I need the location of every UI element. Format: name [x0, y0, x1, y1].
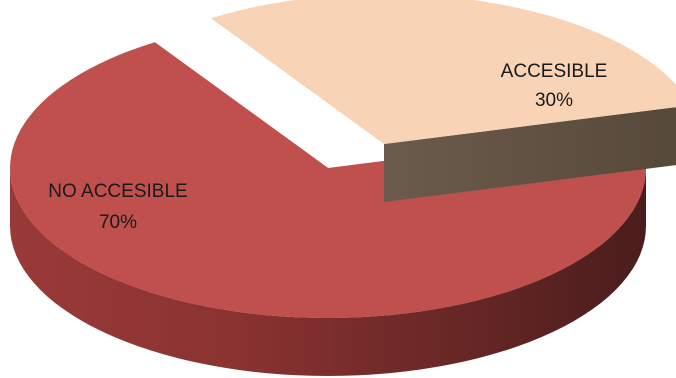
- slice-accesible-label: ACCESIBLE: [501, 61, 608, 82]
- slice-accesible-value: 30%: [535, 90, 573, 111]
- slice-no-accesible-value: 70%: [99, 212, 137, 233]
- slice-no-accesible-top: [10, 42, 647, 318]
- slice-no-accesible-side: [10, 168, 646, 376]
- slice-accesible-top: [210, 0, 676, 144]
- slice-no-accesible-label: NO ACCESIBLE: [48, 181, 187, 202]
- slice-accesible: [210, 0, 676, 202]
- slice-no-accesible: [10, 42, 647, 376]
- slice-accesible-side: [384, 107, 676, 202]
